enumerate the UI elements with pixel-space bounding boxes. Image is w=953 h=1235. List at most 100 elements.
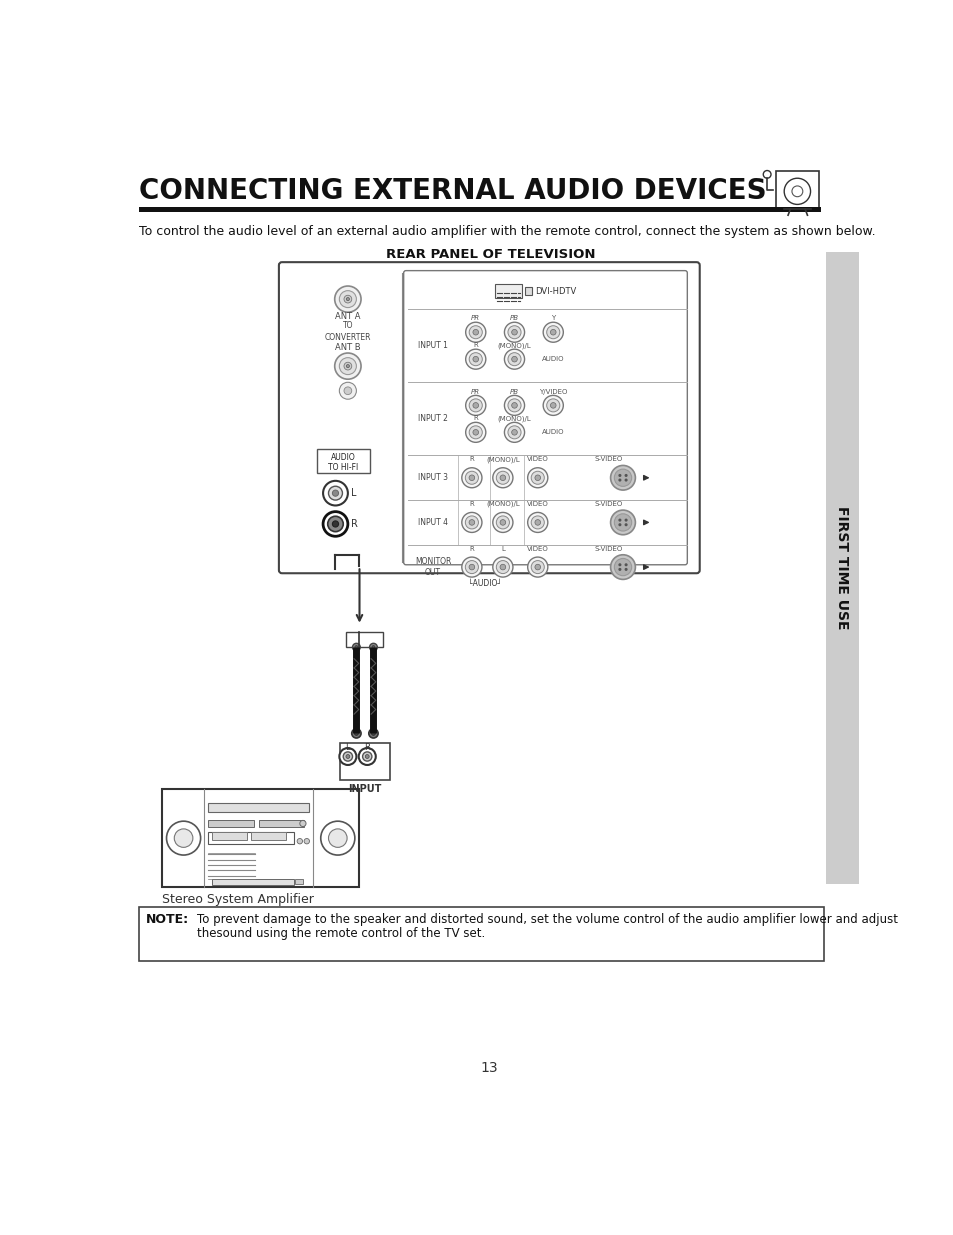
- Circle shape: [339, 748, 356, 764]
- Circle shape: [469, 475, 475, 480]
- Bar: [776, 170, 819, 209]
- Circle shape: [339, 290, 356, 308]
- Circle shape: [542, 322, 562, 342]
- Text: AUDIO: AUDIO: [541, 430, 564, 435]
- Circle shape: [511, 403, 517, 409]
- Bar: [258, 820, 304, 827]
- Circle shape: [504, 422, 524, 442]
- Text: INPUT 3: INPUT 3: [417, 473, 448, 482]
- Circle shape: [507, 326, 520, 338]
- Circle shape: [320, 821, 355, 855]
- Circle shape: [507, 353, 520, 366]
- Circle shape: [507, 399, 520, 412]
- Circle shape: [531, 472, 544, 484]
- Circle shape: [461, 468, 481, 488]
- Text: VIDEO: VIDEO: [526, 546, 548, 552]
- Text: DVI-HDTV: DVI-HDTV: [534, 287, 576, 296]
- Circle shape: [174, 829, 193, 847]
- Text: INPUT 2: INPUT 2: [417, 415, 448, 424]
- Circle shape: [328, 829, 347, 847]
- Circle shape: [461, 557, 481, 577]
- Circle shape: [465, 561, 477, 573]
- Circle shape: [358, 748, 375, 764]
- Circle shape: [346, 755, 350, 758]
- Bar: [212, 879, 294, 885]
- Text: S-VIDEO: S-VIDEO: [594, 501, 622, 506]
- Bar: [825, 252, 858, 883]
- Text: ANT B: ANT B: [335, 343, 360, 352]
- Circle shape: [527, 513, 547, 532]
- Bar: [316, 448, 369, 473]
- Circle shape: [355, 731, 358, 735]
- Circle shape: [504, 322, 524, 342]
- FancyBboxPatch shape: [403, 270, 686, 564]
- Circle shape: [511, 430, 517, 435]
- Circle shape: [343, 752, 353, 761]
- Circle shape: [496, 561, 509, 573]
- Bar: [212, 832, 247, 840]
- Circle shape: [527, 468, 547, 488]
- Circle shape: [339, 383, 356, 399]
- Text: VIDEO: VIDEO: [526, 501, 548, 506]
- Circle shape: [469, 399, 482, 412]
- Circle shape: [328, 516, 343, 531]
- Circle shape: [624, 519, 627, 521]
- Circle shape: [610, 510, 635, 535]
- Circle shape: [546, 399, 559, 412]
- Text: R: R: [469, 501, 474, 506]
- Circle shape: [469, 520, 475, 525]
- Text: (MONO)/L: (MONO)/L: [485, 456, 519, 463]
- Circle shape: [469, 326, 482, 338]
- Text: (MONO)/L: (MONO)/L: [497, 342, 531, 348]
- Circle shape: [332, 521, 338, 527]
- Text: 13: 13: [479, 1061, 497, 1076]
- Circle shape: [352, 729, 360, 739]
- Circle shape: [542, 395, 562, 415]
- Circle shape: [465, 322, 485, 342]
- Circle shape: [624, 524, 627, 526]
- Circle shape: [618, 524, 620, 526]
- Circle shape: [473, 403, 478, 409]
- Circle shape: [499, 520, 505, 525]
- Circle shape: [624, 478, 627, 482]
- Text: PR: PR: [471, 389, 479, 394]
- Circle shape: [296, 839, 302, 844]
- Circle shape: [469, 564, 475, 569]
- Circle shape: [618, 568, 620, 571]
- Circle shape: [461, 513, 481, 532]
- Circle shape: [323, 480, 348, 505]
- Circle shape: [614, 558, 631, 576]
- Text: AUDIO: AUDIO: [541, 356, 564, 362]
- Bar: [138, 906, 823, 961]
- Text: thesound using the remote control of the TV set.: thesound using the remote control of the…: [196, 927, 484, 940]
- Text: └AUDIO┘: └AUDIO┘: [468, 579, 501, 588]
- Circle shape: [335, 287, 360, 312]
- Text: R: R: [473, 342, 477, 348]
- Text: R: R: [473, 415, 477, 421]
- Text: PR: PR: [471, 315, 479, 321]
- Circle shape: [346, 364, 349, 368]
- Circle shape: [531, 561, 544, 573]
- Text: INPUT 1: INPUT 1: [417, 341, 448, 351]
- Circle shape: [618, 478, 620, 482]
- Circle shape: [362, 752, 372, 761]
- Text: To prevent damage to the speaker and distorted sound, set the volume control of : To prevent damage to the speaker and dis…: [196, 913, 897, 926]
- Circle shape: [791, 186, 802, 196]
- Text: L: L: [345, 742, 350, 752]
- Circle shape: [614, 514, 631, 531]
- Circle shape: [511, 330, 517, 335]
- Circle shape: [504, 350, 524, 369]
- Bar: [208, 832, 294, 845]
- Bar: [208, 803, 309, 811]
- Circle shape: [344, 362, 352, 370]
- Text: NOTE:: NOTE:: [146, 913, 190, 926]
- Bar: [340, 743, 390, 779]
- Text: R: R: [469, 456, 474, 462]
- Circle shape: [507, 426, 520, 438]
- Circle shape: [493, 468, 513, 488]
- Circle shape: [610, 466, 635, 490]
- Bar: [345, 632, 382, 647]
- Circle shape: [335, 353, 360, 379]
- Text: REAR PANEL OF TELEVISION: REAR PANEL OF TELEVISION: [386, 248, 596, 261]
- Text: ANT A: ANT A: [335, 312, 360, 321]
